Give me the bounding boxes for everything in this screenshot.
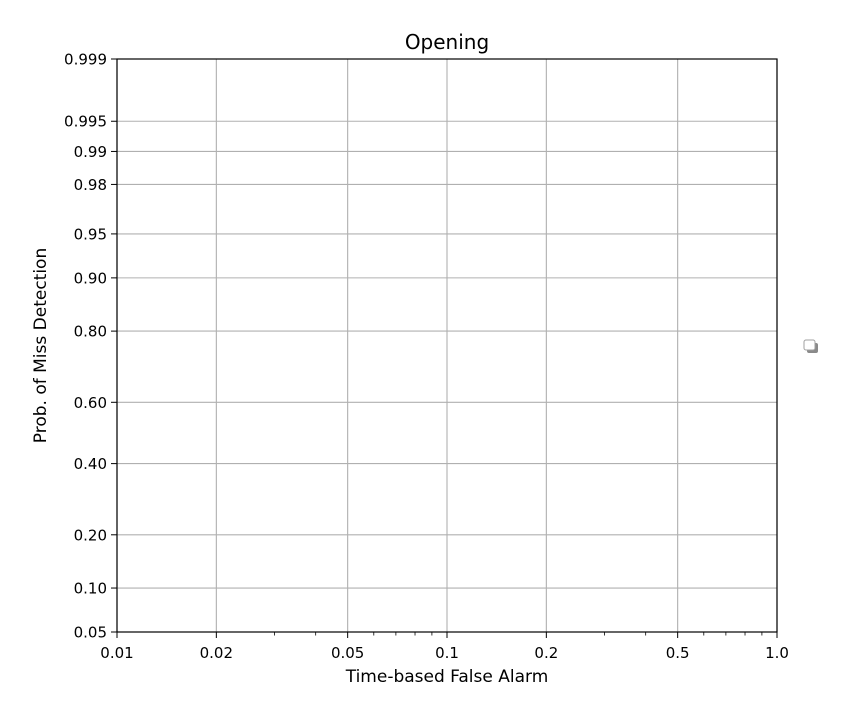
x-tick-label: 0.02 [200,644,233,662]
x-tick-label: 0.01 [100,644,133,662]
y-tick-label: 0.60 [74,394,107,412]
x-tick-label: 0.05 [331,644,364,662]
y-tick-label: 0.05 [74,624,107,642]
x-tick-label: 0.5 [666,644,690,662]
grid-layer [116,58,778,633]
tick-layer: 0.01 0.02 0.05 0.1 0.2 0.5 1.0 0.05 0.10 0.20 0.40… [64,51,789,663]
x-tick-label: 0.1 [435,644,459,662]
chart-title: Opening [405,30,489,54]
y-tick-label: 0.95 [74,225,107,243]
y-tick-label: 0.999 [64,51,107,69]
y-axis-label: Prob. of Miss Detection [31,248,51,443]
y-tick-label: 0.99 [74,143,107,161]
y-tick-label: 0.90 [74,269,107,287]
x-tick-label: 1.0 [765,644,789,662]
x-axis-label: Time-based False Alarm [345,667,549,687]
y-tick-label: 0.995 [64,113,107,131]
y-tick-label: 0.20 [74,526,107,544]
y-tick-label: 0.10 [74,580,107,598]
y-tick-label: 0.80 [74,323,107,341]
x-tick-label: 0.2 [534,644,558,662]
legend-icon [803,339,818,353]
y-tick-label: 0.40 [74,455,107,473]
y-tick-label: 0.98 [74,176,107,194]
plot-frame [116,58,778,633]
